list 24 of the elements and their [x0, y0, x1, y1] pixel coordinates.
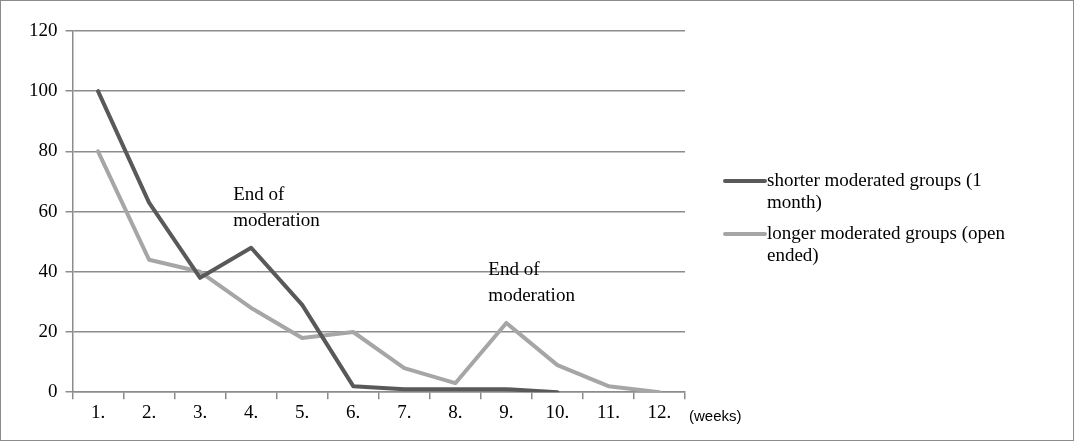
- y-tick-label: 80: [38, 139, 58, 161]
- x-tick-label: 5.: [295, 400, 310, 422]
- y-tick-label: 0: [48, 380, 58, 402]
- legend-label: shorter moderated groups (1 month): [767, 168, 983, 213]
- x-tick-label: 11.: [596, 400, 620, 422]
- x-tick-label: 3.: [192, 400, 208, 422]
- y-tick-label: 120: [29, 18, 58, 40]
- x-tick-label: 4.: [244, 400, 259, 422]
- x-tick-label: 10.: [545, 400, 570, 422]
- x-tick-label: 9.: [499, 400, 514, 422]
- x-tick-label: 8.: [448, 400, 463, 422]
- annotation: End of moderation: [233, 182, 321, 230]
- x-tick-label: 6.: [346, 400, 361, 422]
- x-tick-label: 1.: [90, 400, 106, 422]
- annotation: End of moderation: [488, 257, 576, 305]
- y-tick-label: 40: [38, 259, 58, 281]
- x-axis-title: (weeks): [689, 407, 742, 425]
- y-tick-label: 60: [38, 199, 58, 221]
- x-tick-label: 12.: [647, 400, 672, 422]
- x-tick-label: 7.: [397, 400, 412, 422]
- x-tick-label: 2.: [141, 400, 157, 422]
- y-tick-label: 20: [38, 319, 58, 341]
- legend-label: longer moderated groups (open ended): [767, 221, 1006, 266]
- y-tick-label: 100: [29, 79, 58, 101]
